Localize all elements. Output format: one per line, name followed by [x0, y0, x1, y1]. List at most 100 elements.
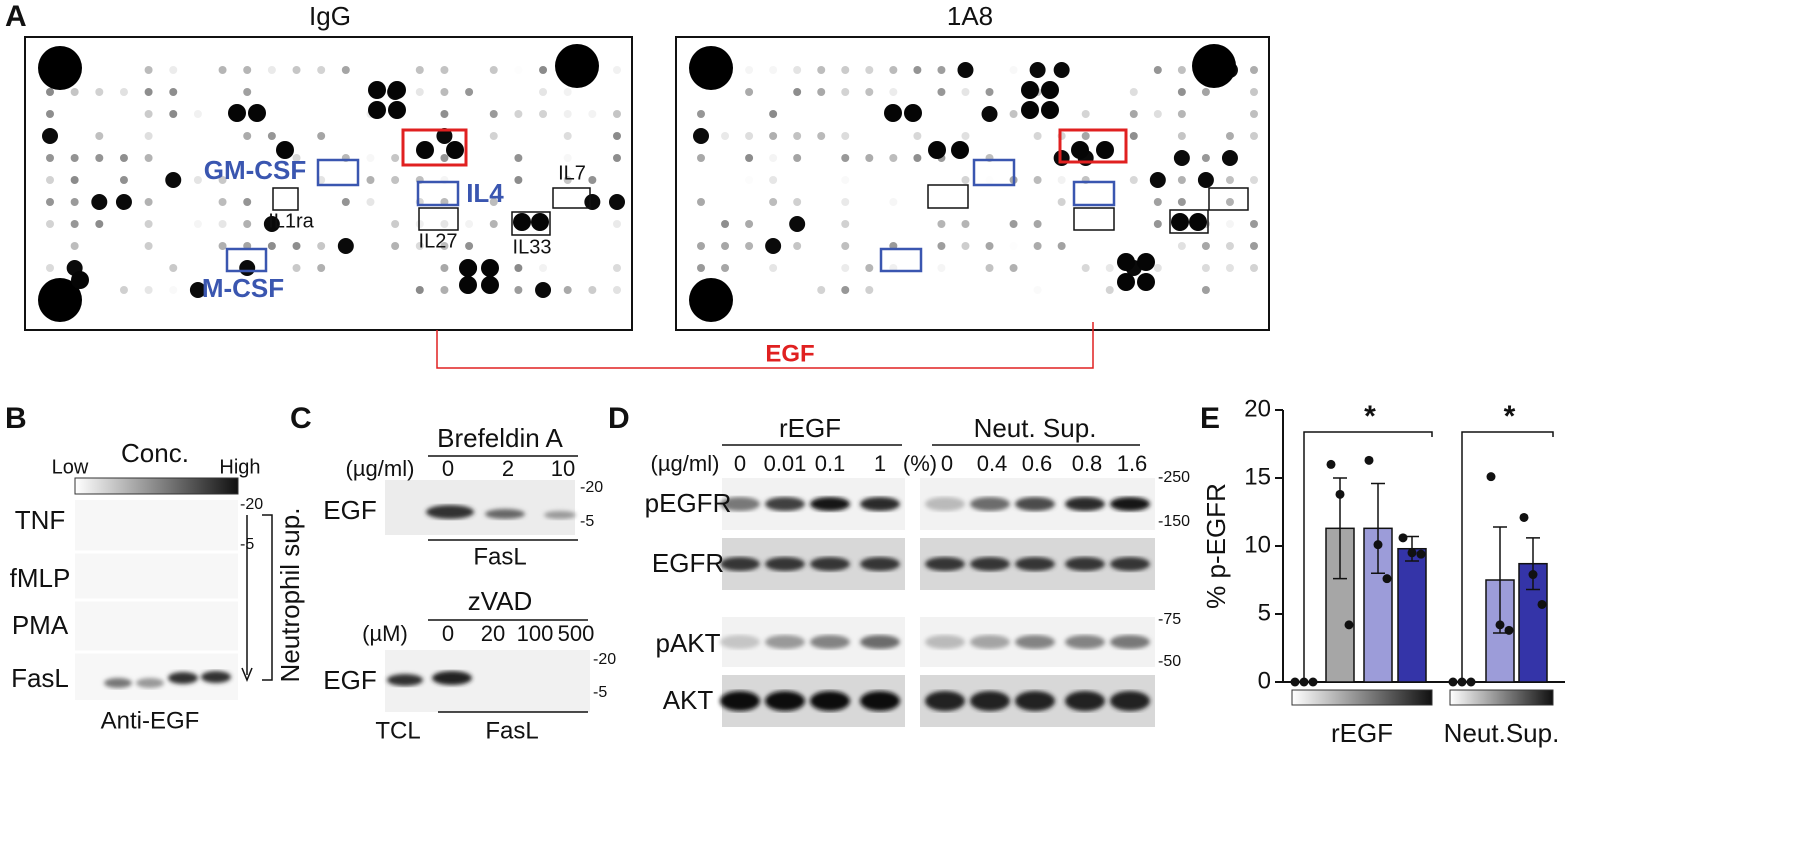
band — [765, 497, 805, 511]
label: IL7 — [558, 162, 586, 184]
label: FasL — [11, 663, 69, 693]
array-dot — [465, 110, 474, 118]
array-dot — [745, 132, 754, 140]
band — [1110, 691, 1150, 711]
array-dot — [70, 176, 79, 184]
band — [765, 635, 805, 649]
array-dot — [961, 176, 970, 184]
array-dot — [169, 286, 178, 294]
gradient-bar — [1291, 689, 1433, 706]
array-dot — [1177, 132, 1186, 140]
band — [1065, 497, 1105, 511]
array-dot — [514, 154, 523, 162]
band — [1065, 691, 1105, 711]
significance-bracket — [1303, 431, 1433, 680]
label: (%) — [903, 451, 937, 476]
array-dot — [769, 198, 778, 206]
array-dot — [584, 194, 601, 210]
panel-b-blot — [74, 477, 273, 700]
label: AKT — [663, 685, 714, 715]
array-dot — [1129, 88, 1138, 96]
y-tick-label: 20 — [1244, 395, 1271, 422]
array-dot — [889, 198, 898, 206]
array-dot — [292, 66, 301, 74]
band — [1015, 691, 1055, 711]
array-dot — [841, 176, 850, 184]
array-dot — [169, 66, 178, 74]
array-dot — [292, 220, 301, 228]
array-dot — [391, 154, 400, 162]
array-dot — [440, 220, 449, 228]
array-dot — [1153, 198, 1162, 206]
array-blob — [38, 46, 82, 90]
array-dot — [1057, 198, 1066, 206]
array-dot — [865, 286, 874, 294]
array-dot — [1033, 176, 1042, 184]
array-dot — [513, 213, 531, 231]
array-dot — [985, 242, 994, 250]
data-point — [1495, 620, 1505, 630]
array-dot — [1137, 253, 1155, 271]
array-dot — [721, 264, 730, 272]
array-dot — [1225, 264, 1234, 272]
array-dot — [446, 141, 464, 159]
array-dot — [1081, 132, 1090, 140]
band — [720, 691, 760, 711]
array-dot — [588, 176, 597, 184]
array-dot — [981, 106, 998, 122]
label: IL1ra — [268, 210, 314, 232]
panel-d-blots — [720, 444, 1155, 727]
array-dot — [218, 176, 227, 184]
label: (µM) — [362, 621, 408, 646]
array-dot — [144, 286, 153, 294]
array-dot — [1081, 110, 1090, 118]
array-dot — [119, 176, 128, 184]
array-dot — [769, 110, 778, 118]
array-dot — [1009, 66, 1018, 74]
label: EGF — [323, 495, 376, 525]
array-dot — [144, 154, 153, 162]
band — [860, 497, 900, 511]
data-point — [1344, 620, 1354, 630]
array-dot — [865, 264, 874, 272]
array-dot — [745, 220, 754, 228]
array-dot — [841, 66, 850, 74]
label: 0 — [941, 451, 953, 476]
array-dot — [46, 176, 54, 184]
array-dot — [1009, 110, 1018, 118]
array-dot — [46, 154, 54, 162]
band — [810, 635, 850, 649]
array-dot — [865, 66, 874, 74]
array-dot — [1177, 88, 1186, 96]
label: -5 — [580, 513, 594, 530]
error-bar — [1371, 482, 1385, 574]
array-dot — [1057, 242, 1066, 250]
array-dot — [985, 88, 994, 96]
label: (µg/ml) — [346, 456, 415, 481]
label: Conc. — [121, 438, 189, 468]
label: 0 — [442, 456, 454, 481]
array-dot — [193, 110, 202, 118]
array-blob — [1192, 44, 1236, 88]
array-dot — [961, 88, 970, 96]
array-dot — [793, 154, 802, 162]
array-dot — [1221, 150, 1238, 166]
label: Brefeldin A — [437, 423, 563, 453]
array-dot — [793, 66, 802, 74]
label: -20 — [240, 496, 263, 513]
label: -20 — [580, 479, 603, 496]
highlight-boxes — [225, 128, 1249, 369]
label: -5 — [593, 684, 607, 701]
label: -50 — [1158, 653, 1181, 670]
array-dot — [267, 132, 276, 140]
array-dot — [841, 286, 850, 294]
data-point — [1457, 677, 1467, 687]
band — [970, 635, 1010, 649]
array-dot — [721, 220, 730, 228]
array-dot — [613, 154, 621, 162]
array-dot — [489, 110, 498, 118]
label: EGFR — [652, 548, 724, 578]
array-dot — [514, 66, 523, 74]
label: 500 — [558, 621, 595, 646]
array-dot — [889, 66, 898, 74]
